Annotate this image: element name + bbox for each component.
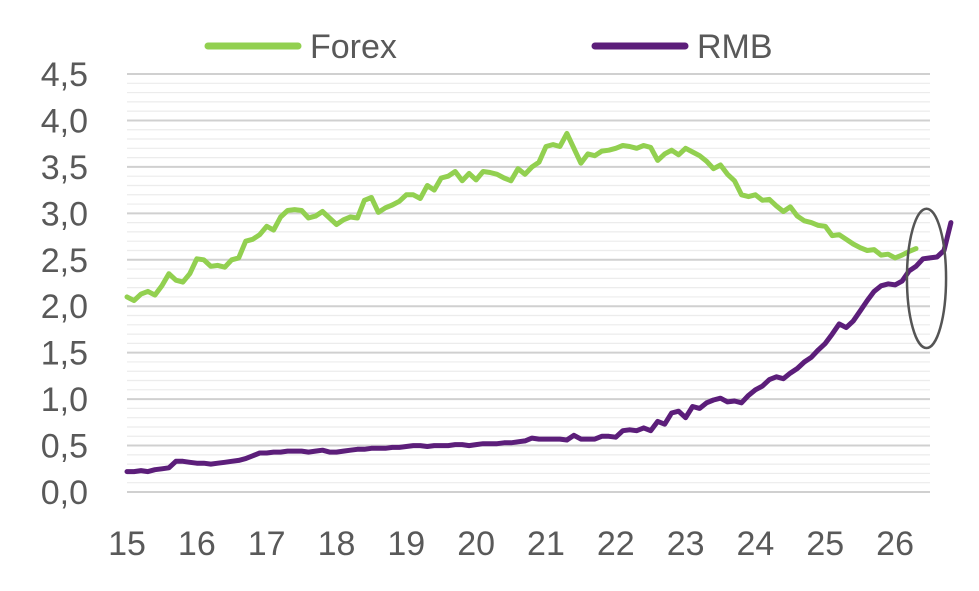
gridlines [127,73,930,493]
y-tick-label: 4,0 [41,102,88,140]
y-tick-label: 2,5 [41,242,88,280]
legend: Forex RMB [204,28,773,66]
annotations [905,207,948,350]
y-tick-label: 2,0 [41,288,88,326]
series-line-forex [124,130,919,304]
x-tick-label: 19 [387,525,425,563]
x-axis-tick-labels: 15 16 17 18 19 20 21 22 23 24 25 26 [108,525,914,563]
y-tick-label: 1,0 [41,381,88,419]
x-tick-label: 15 [108,525,146,563]
y-tick-label: 3,5 [41,149,88,187]
x-tick-label: 23 [667,525,705,563]
x-tick-label: 22 [597,525,635,563]
y-tick-label: 3,0 [41,195,88,233]
y-tick-label: 1,5 [41,335,88,373]
series-line-rmb [124,220,954,475]
y-axis-tick-labels: 0,0 0,5 1,0 1,5 2,0 2,5 3,0 3,5 4,0 4,5 [41,56,88,512]
x-tick-label: 24 [737,525,775,563]
x-tick-label: 25 [806,525,844,563]
highlight-ellipse [905,207,948,350]
y-tick-label: 0,5 [41,428,88,466]
x-tick-label: 21 [527,525,565,563]
x-tick-label: 18 [318,525,356,563]
x-tick-label: 17 [248,525,286,563]
y-tick-label: 4,5 [41,56,88,94]
legend-label-rmb: RMB [697,28,773,66]
series-lines [124,130,954,475]
x-tick-label: 16 [178,525,216,563]
y-tick-label: 0,0 [41,474,88,512]
x-tick-label: 26 [876,525,914,563]
legend-label-forex: Forex [310,28,397,66]
x-tick-label: 20 [457,525,495,563]
